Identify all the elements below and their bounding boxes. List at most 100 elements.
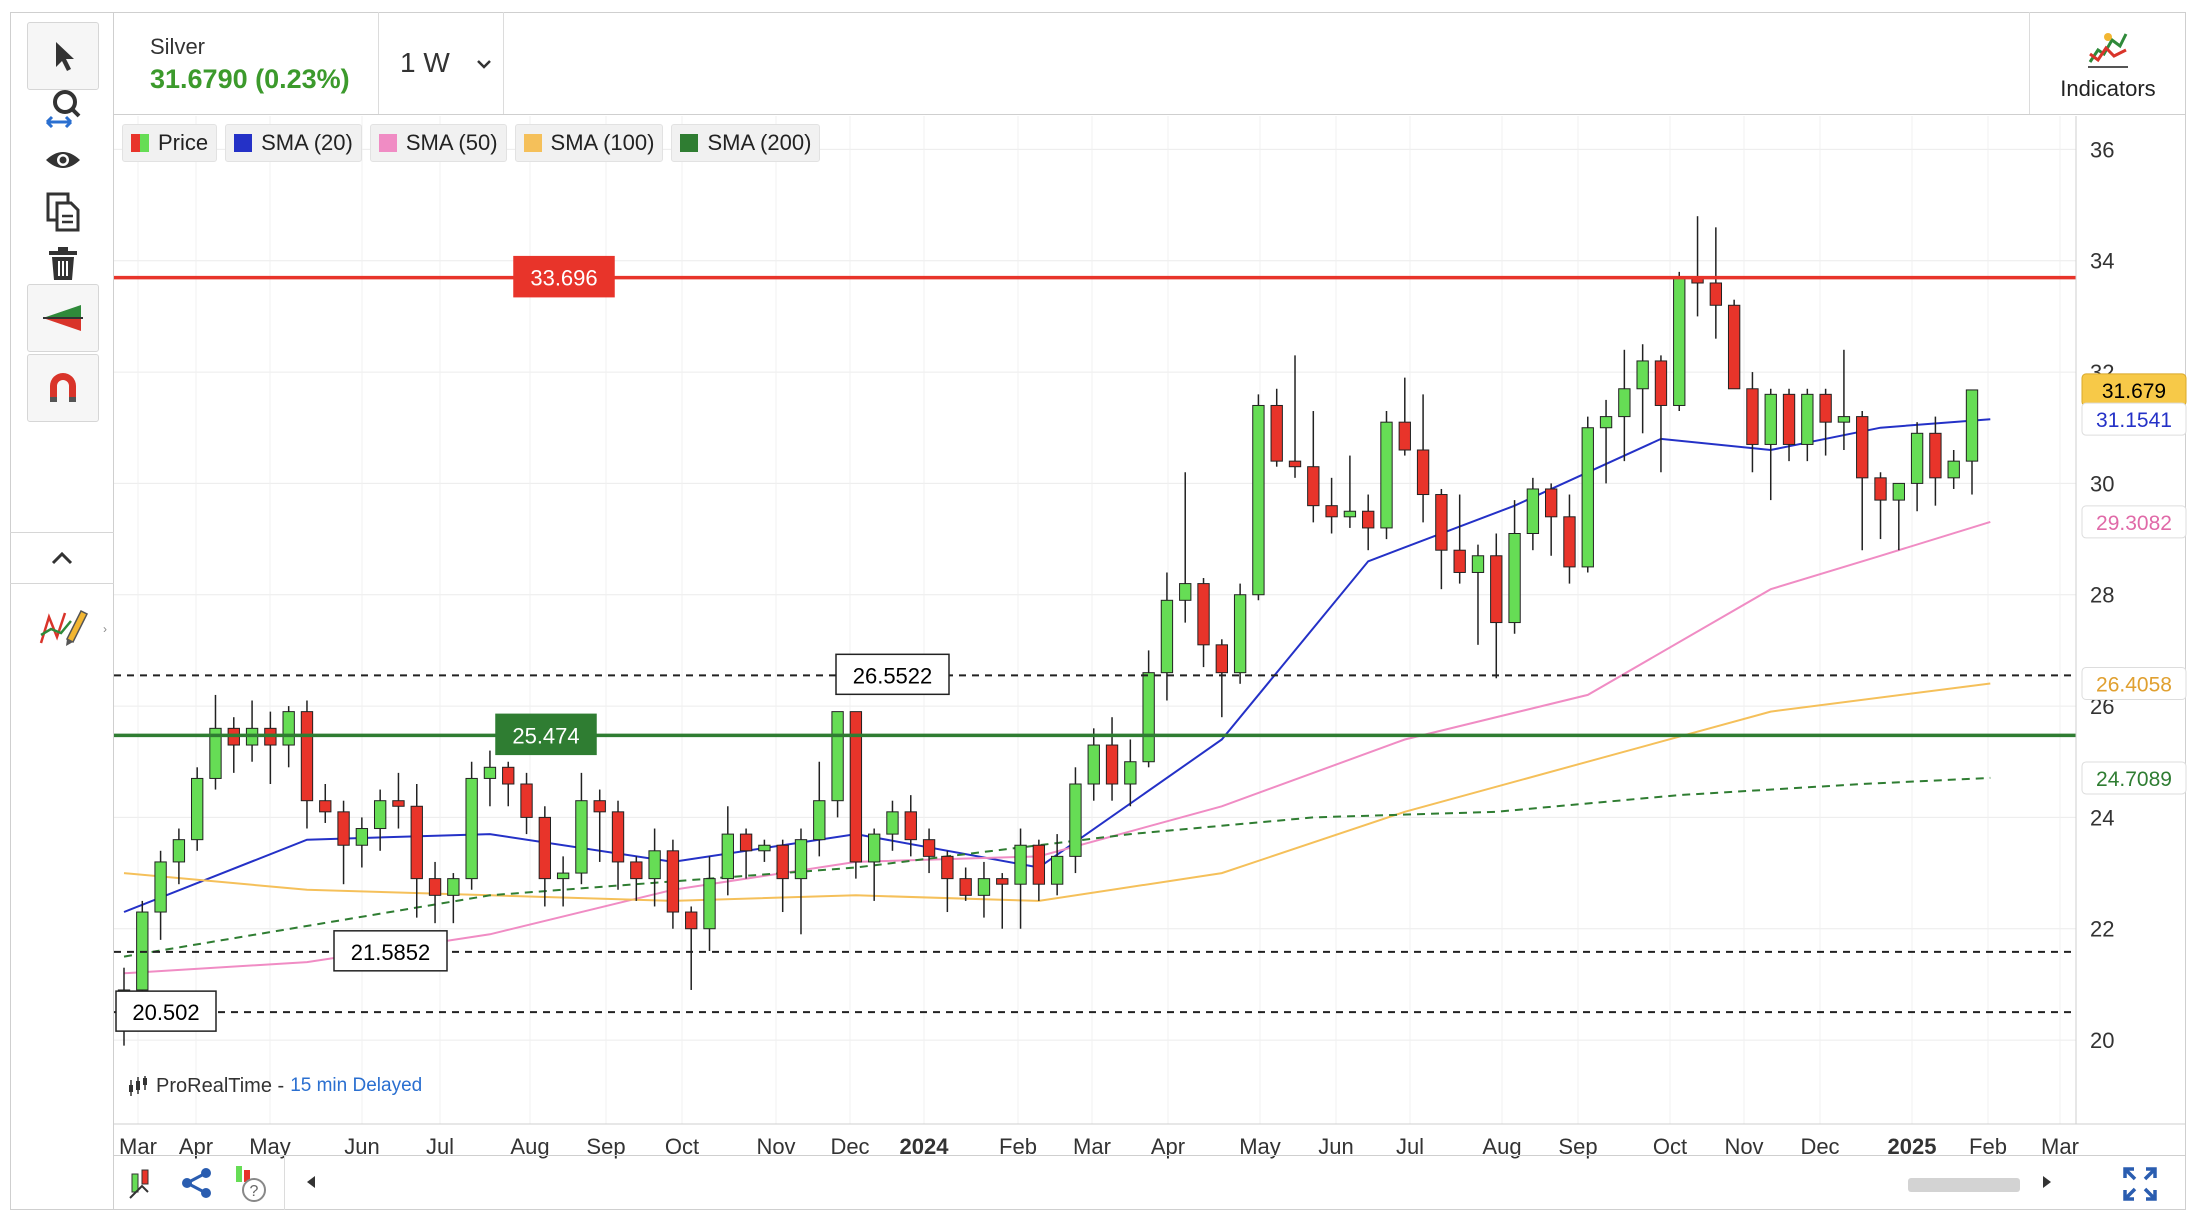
candle-body [1746, 388, 1759, 445]
left-toolbar: › [10, 12, 114, 1210]
candle-body [1069, 783, 1082, 857]
legend-item[interactable]: SMA (50) [369, 124, 507, 162]
candle-body [520, 783, 533, 818]
candle-body [1160, 599, 1174, 674]
candle-body [1654, 360, 1668, 406]
candle-body [666, 850, 680, 913]
legend-swatch [523, 134, 542, 152]
level-label-box [495, 713, 597, 756]
trash-icon[interactable] [27, 230, 99, 298]
collapse-icon[interactable] [10, 532, 114, 584]
candle-body [758, 844, 771, 852]
candle-body [1307, 466, 1320, 507]
legend-item[interactable]: Price [122, 124, 218, 162]
y-tick-label: 20 [2090, 1028, 2114, 1053]
candle-body [941, 855, 954, 880]
symbol-panel[interactable]: Silver 31.6790 (0.23%) [114, 12, 379, 114]
candle-body [1947, 460, 1960, 479]
candle-body [1014, 844, 1027, 885]
legend-label: SMA (100) [550, 130, 655, 155]
x-tick-label: Jul [1396, 1134, 1424, 1159]
legend-item[interactable]: SMA (100) [514, 124, 664, 162]
share-icon[interactable] [180, 1166, 214, 1205]
x-tick-label: Nov [756, 1134, 795, 1159]
zoom-icon[interactable] [27, 74, 99, 142]
candle-body [1618, 388, 1631, 418]
candle-body [483, 766, 497, 779]
chart-settings-icon[interactable] [126, 1164, 166, 1209]
chevron-down-icon [476, 53, 492, 74]
candle-body [630, 861, 643, 880]
axis-badge-label: 29.3082 [2096, 512, 2172, 535]
legend-label: SMA (20) [261, 130, 353, 155]
legend-swatch [680, 134, 699, 152]
candle-body [849, 711, 863, 863]
chart-frame [10, 12, 2186, 1210]
axis-badge-label: 24.7089 [2096, 768, 2172, 791]
timeframe-label: 1 W [400, 47, 450, 78]
legend-item[interactable]: SMA (200) [671, 124, 821, 162]
legend-label: SMA (50) [405, 130, 498, 155]
candle-body [1288, 460, 1302, 468]
candle-body [154, 861, 167, 913]
candle-body [1563, 516, 1576, 568]
sma-50-line [123, 520, 1991, 975]
candle-body [1471, 555, 1485, 573]
y-tick-label: 24 [2090, 805, 2114, 830]
x-tick-label: Jul [426, 1134, 454, 1159]
legend-label: SMA (200) [707, 130, 812, 155]
help-icon[interactable]: ? [230, 1164, 270, 1209]
candle-body [1398, 421, 1411, 451]
candle-body [1526, 488, 1540, 535]
x-tick-label: Feb [999, 1134, 1037, 1159]
candle-body [1727, 304, 1741, 390]
candle-body [1764, 393, 1777, 445]
eye-icon[interactable] [27, 126, 99, 194]
copy-icon[interactable] [27, 178, 99, 246]
timeframe-dropdown[interactable]: 1 W [378, 12, 504, 114]
x-tick-label: Apr [179, 1134, 213, 1159]
candle-body [465, 777, 478, 880]
candle-body [1490, 555, 1503, 624]
pointer-icon[interactable] [27, 22, 99, 90]
indicators-button[interactable]: Indicators [2029, 12, 2186, 114]
candle-body [886, 811, 899, 835]
candle-body [1142, 672, 1155, 763]
candle-body [1179, 583, 1192, 601]
y-tick-label: 28 [2090, 583, 2114, 608]
x-tick-label: 2025 [1888, 1134, 1937, 1159]
candle-body [319, 800, 332, 813]
level-label: 26.5522 [853, 663, 933, 688]
candle-body [337, 811, 350, 846]
candle-body [959, 878, 972, 896]
fullscreen-icon[interactable] [2122, 1166, 2158, 1207]
drawing-icon[interactable]: › [27, 592, 107, 660]
candle-body [813, 800, 826, 841]
candle-body [1819, 393, 1832, 423]
axis-badge-label: 26.4058 [2096, 673, 2172, 696]
x-tick-label: Aug [1482, 1134, 1521, 1159]
candle-body [209, 727, 222, 779]
y-tick-label: 36 [2090, 137, 2114, 162]
horizontal-scrollbar[interactable] [1908, 1178, 2020, 1192]
axis-badge-label: 31.679 [2102, 380, 2166, 403]
legend-swatch [234, 134, 253, 152]
scroll-right-icon[interactable] [2040, 1174, 2054, 1195]
scroll-left-icon[interactable] [304, 1174, 318, 1195]
x-tick-label: 2024 [900, 1134, 950, 1159]
candle-body [355, 828, 369, 846]
candle-body [1105, 744, 1119, 785]
delay-text: 15 min Delayed [290, 1075, 423, 1096]
magnet-icon[interactable] [27, 354, 99, 422]
x-tick-label: Oct [665, 1134, 699, 1159]
candle-body [502, 766, 515, 785]
chart-type-icon[interactable] [27, 284, 99, 352]
legend-item[interactable]: SMA (20) [225, 124, 362, 162]
x-tick-label: Mar [2041, 1134, 2079, 1159]
candle-body [1050, 855, 1064, 885]
candle-body [1416, 449, 1430, 496]
candle-body [392, 800, 405, 807]
candle-body [1801, 393, 1814, 445]
candle-body [1197, 583, 1210, 646]
